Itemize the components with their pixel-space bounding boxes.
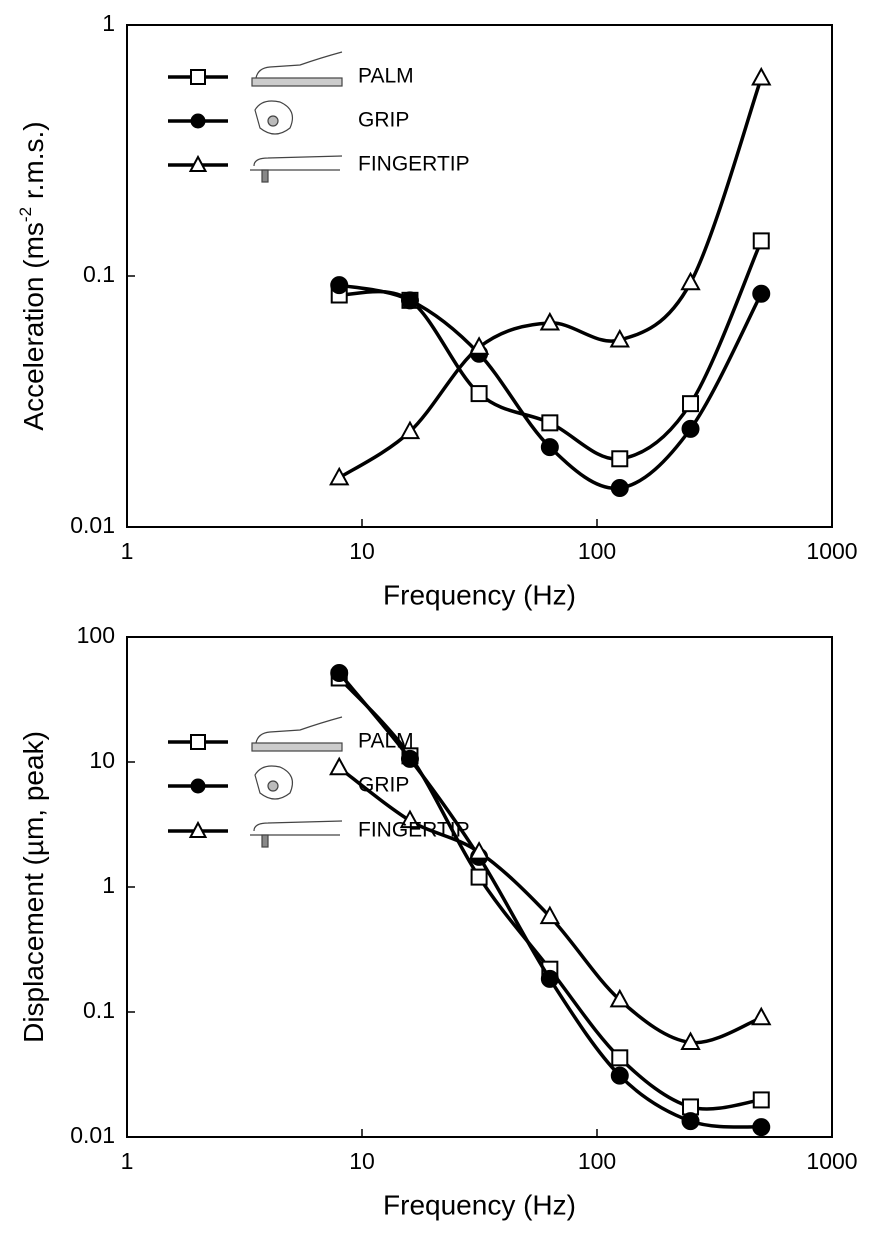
x-tick-label: 100 [578, 538, 616, 564]
plot-frame [126, 636, 833, 1138]
series-line [338, 766, 762, 1045]
marker-square [611, 1049, 629, 1067]
palm-icon [251, 716, 343, 752]
y-axis-label: Acceleration (ms-2 r.m.s.) [16, 121, 49, 430]
marker-circle [752, 1118, 771, 1137]
marker-circle [540, 438, 559, 457]
fingertip-icon [250, 820, 343, 848]
marker-square [611, 450, 629, 468]
legend-marker [190, 778, 206, 794]
marker-triangle [399, 809, 421, 829]
marker-triangle [751, 66, 772, 86]
legend-marker [188, 154, 208, 172]
marker-triangle [539, 905, 561, 925]
x-tick-label: 10 [349, 538, 375, 564]
marker-circle [330, 276, 349, 295]
y-tick-label: 0.1 [83, 997, 115, 1023]
marker-circle [540, 969, 559, 988]
legend-icons [250, 716, 343, 848]
y-tick-label: 0.1 [83, 261, 115, 287]
y-tick-label: 10 [89, 747, 115, 773]
marker-square [470, 385, 488, 403]
marker-circle [400, 749, 419, 768]
x-tick-label: 100 [578, 1148, 616, 1174]
y-axis-label-part: -2 [16, 207, 35, 222]
grip-icon [254, 100, 293, 135]
x-tick-label: 1000 [806, 538, 857, 564]
marker-square [682, 395, 700, 413]
marker-triangle [680, 1031, 701, 1051]
marker-triangle [609, 988, 630, 1008]
y-tick-label: 1 [102, 872, 115, 898]
grip-icon [254, 765, 293, 800]
marker-square [541, 414, 559, 432]
x-tick-label: 1 [121, 538, 134, 564]
marker-square [752, 232, 770, 250]
legend-marker [190, 69, 206, 85]
legend-label: FINGERTIP [358, 153, 470, 176]
marker-triangle [609, 328, 630, 348]
legend-label: PALM [358, 65, 414, 88]
x-tick-label: 1000 [806, 1148, 857, 1174]
marker-triangle [539, 311, 561, 331]
marker-circle [610, 479, 629, 498]
y-axis-label-part: Acceleration (ms [18, 222, 49, 431]
x-axis-label: Frequency (Hz) [383, 579, 576, 610]
fingertip-icon [250, 155, 343, 183]
y-tick-label: 1 [102, 10, 115, 36]
marker-triangle [329, 756, 350, 776]
x-axis-label: Frequency (Hz) [383, 1189, 576, 1220]
marker-circle [330, 664, 349, 683]
y-axis-label-part: r.m.s.) [18, 121, 49, 207]
marker-square [752, 1091, 770, 1109]
legend-label: PALM [358, 730, 414, 753]
legend-marker [188, 820, 208, 838]
legend-label: GRIP [358, 109, 409, 132]
marker-square [470, 868, 488, 886]
y-tick-label: 0.01 [70, 512, 115, 538]
legend-icons [250, 51, 343, 183]
legend-label: GRIP [358, 774, 409, 797]
y-axis-label-part: Displacement (µm, peak) [18, 731, 49, 1043]
y-axis-label: Displacement (µm, peak) [18, 731, 49, 1043]
marker-triangle [329, 466, 350, 486]
x-tick-label: 1 [121, 1148, 134, 1174]
marker-triangle [468, 841, 490, 860]
plot-frame [126, 24, 833, 528]
marker-circle [681, 1112, 700, 1131]
marker-circle [400, 291, 419, 310]
y-tick-label: 0.01 [70, 1122, 115, 1148]
legend-label: FINGERTIP [358, 819, 470, 842]
legend-marker [190, 734, 206, 750]
marker-circle [752, 284, 771, 303]
palm-icon [251, 51, 343, 87]
marker-circle [610, 1066, 629, 1085]
marker-triangle [468, 336, 490, 355]
marker-triangle [680, 271, 701, 291]
marker-triangle [751, 1006, 772, 1026]
y-tick-label: 100 [77, 622, 115, 648]
marker-triangle [399, 420, 421, 440]
marker-circle [681, 419, 700, 438]
x-tick-label: 10 [349, 1148, 375, 1174]
legend-marker [190, 113, 206, 129]
